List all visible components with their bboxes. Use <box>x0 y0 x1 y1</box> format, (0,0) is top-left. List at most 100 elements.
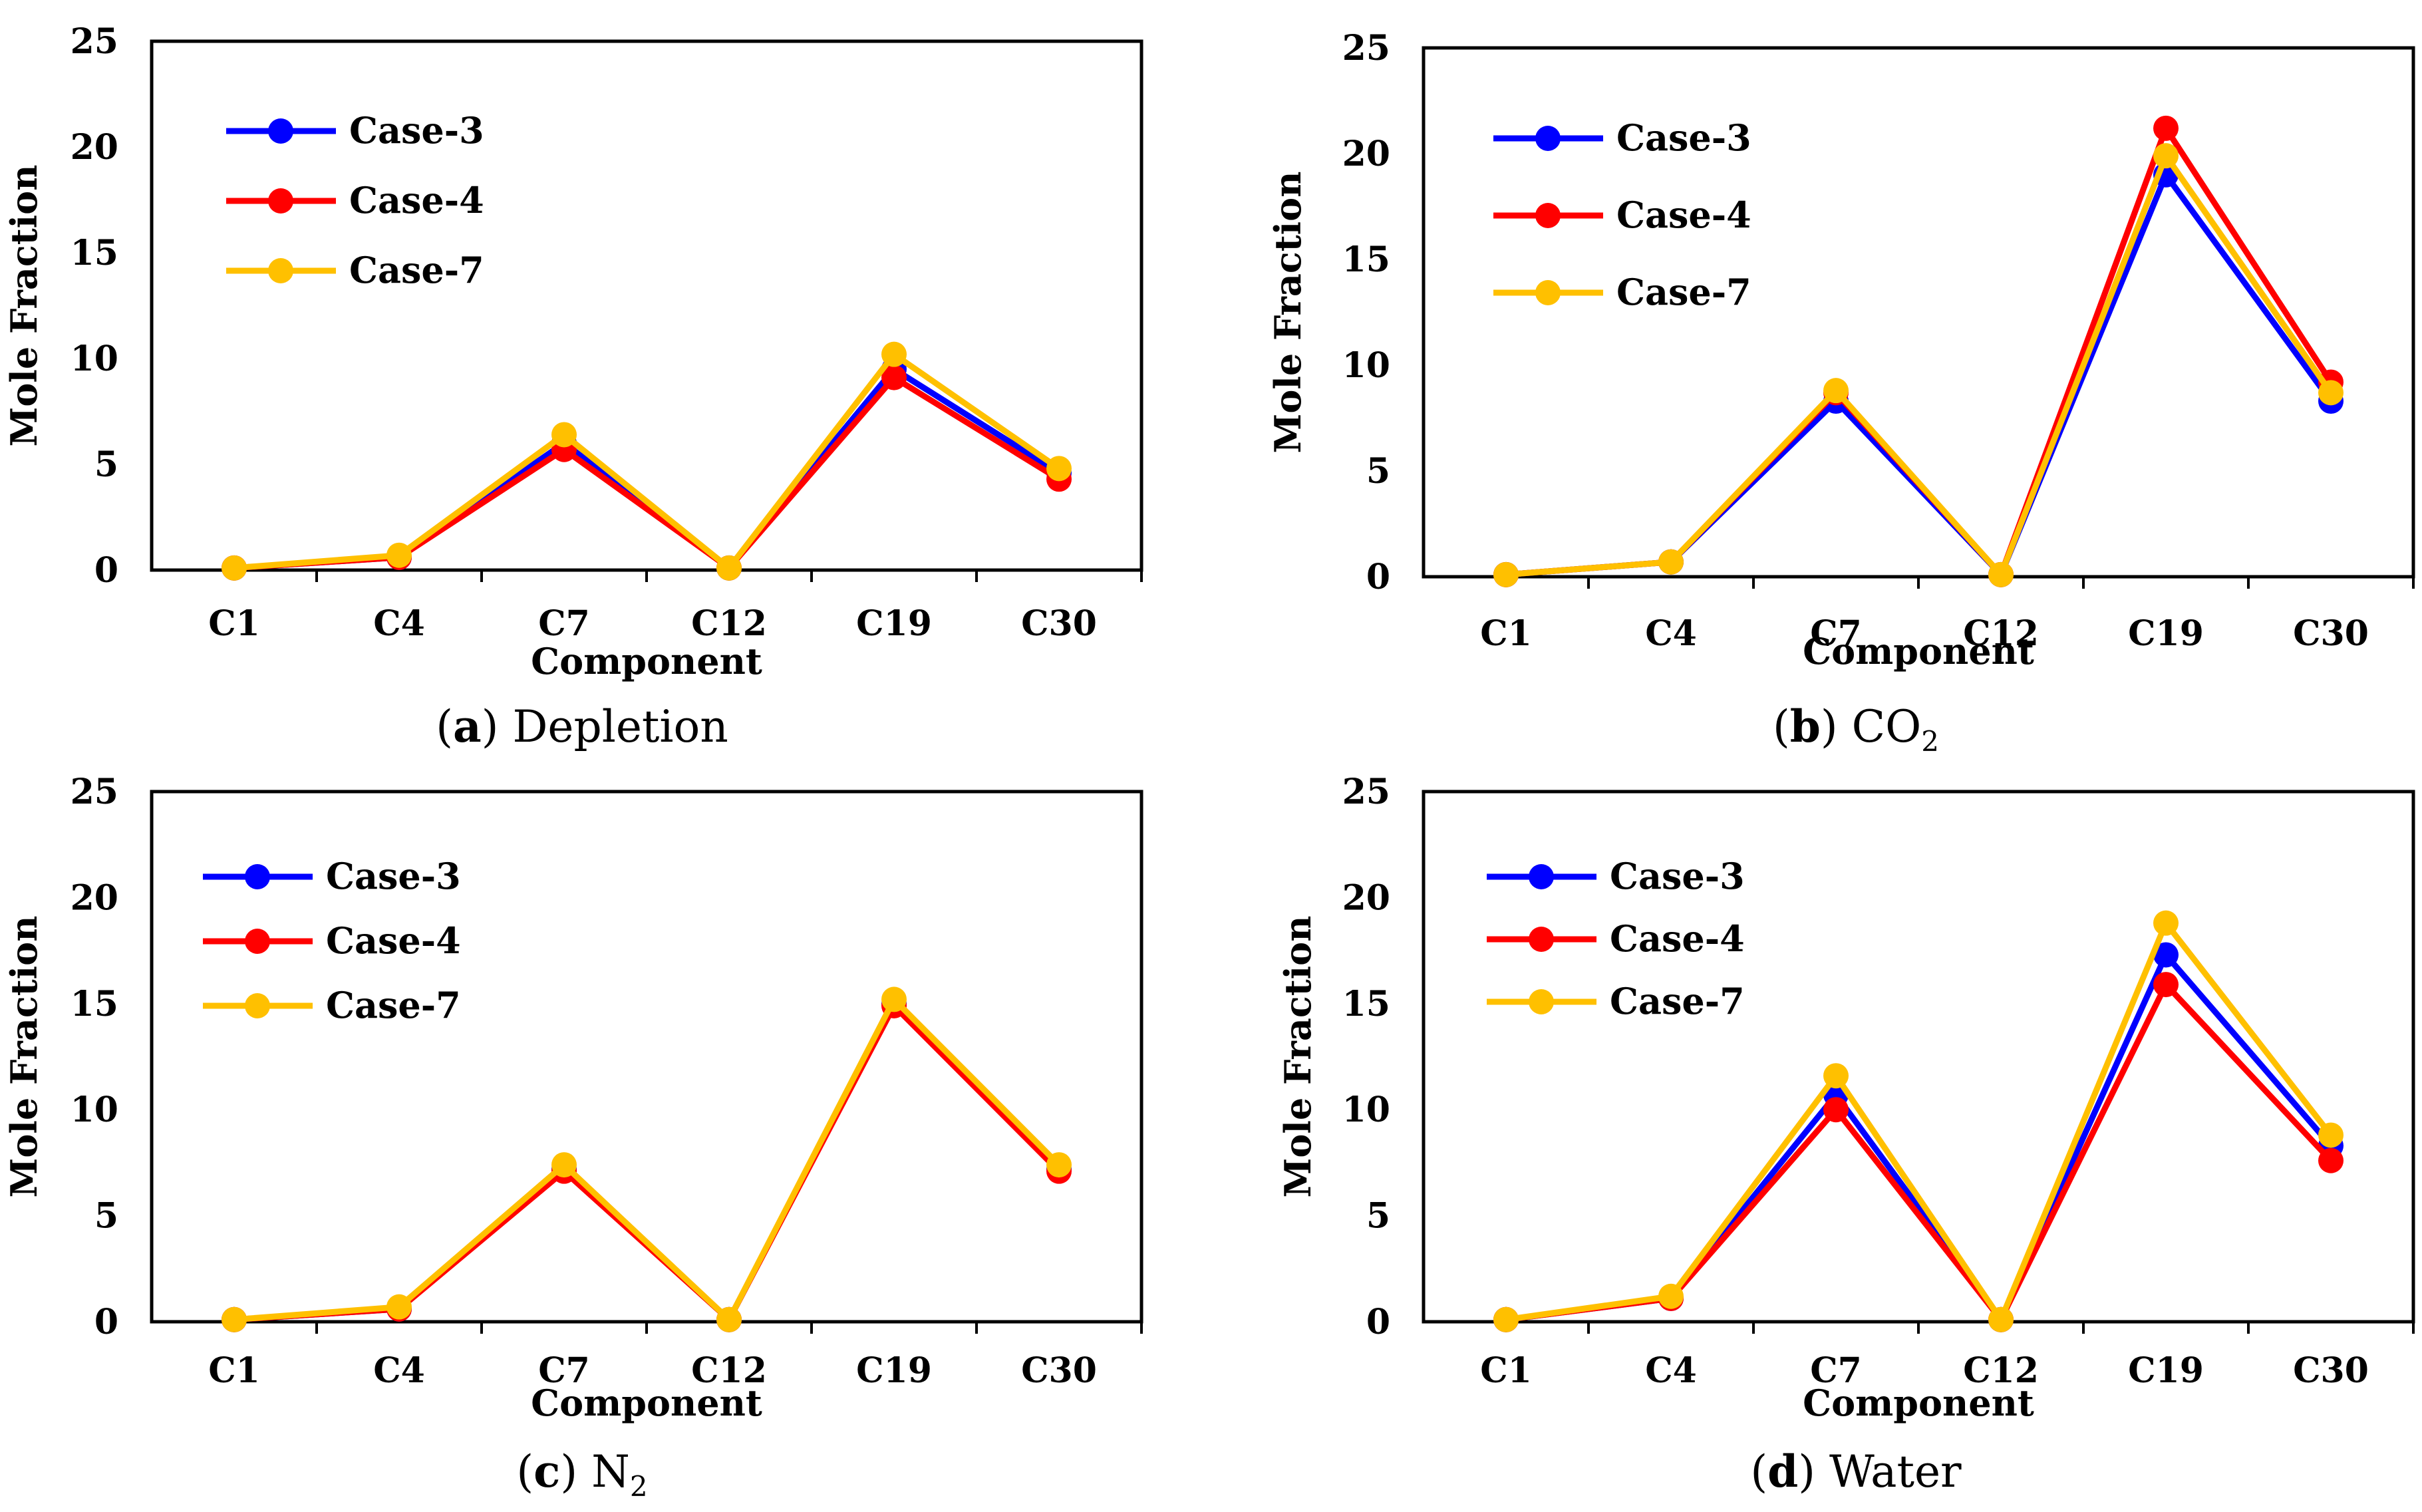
caption-paren-close: ) <box>1821 701 1852 752</box>
legend-label: Case-7 <box>349 249 484 291</box>
x-tick-label: C19 <box>2128 613 2204 654</box>
data-point-case-7 <box>716 1306 742 1332</box>
data-point-case-7 <box>2153 143 2179 169</box>
x-tick-label: C19 <box>856 603 932 644</box>
data-point-case-7 <box>2318 380 2344 406</box>
plot-frame <box>150 39 1143 572</box>
y-axis-title: Mole Fraction <box>1267 172 1309 454</box>
x-tick-label: C4 <box>1645 613 1697 654</box>
data-point-case-7 <box>881 986 907 1012</box>
legend-label: Case-7 <box>326 984 461 1026</box>
x-tick-label: C1 <box>1480 1350 1532 1391</box>
x-tick-label: C7 <box>538 1350 590 1391</box>
caption-letter: c <box>533 1445 560 1497</box>
plot-frame <box>150 790 1143 1324</box>
y-tick-label: 25 <box>1342 772 1390 812</box>
legend-marker <box>245 929 270 954</box>
chart-panel-d: 0 5 10 15 20 25 C1 C4 C7 C12 C19 C30 Component Mole F… <box>1277 772 2415 1497</box>
x-axis-title: Component <box>531 1382 762 1424</box>
panel-caption: (a) Depletion <box>436 700 728 752</box>
caption-paren-close: ) <box>1798 1446 1829 1497</box>
x-tick-label: C1 <box>1480 613 1532 654</box>
data-point-case-7 <box>551 422 577 448</box>
caption-text: Water <box>1829 1446 1962 1497</box>
legend-marker <box>1535 280 1561 305</box>
x-axis-title: Component <box>1803 1382 2034 1424</box>
legend-marker <box>268 258 293 283</box>
x-tick-label: C7 <box>538 603 590 644</box>
legend-marker <box>1529 927 1554 952</box>
data-point-case-4 <box>2153 972 2179 998</box>
legend-label: Case-4 <box>1610 917 1745 960</box>
x-tick-label: C12 <box>1963 1350 2039 1391</box>
data-point-case-7 <box>386 1294 412 1320</box>
x-axis-title: Component <box>1803 630 2034 673</box>
y-tick-label: 10 <box>71 1090 118 1130</box>
x-tick-label: C19 <box>2128 1350 2204 1391</box>
data-point-case-7 <box>881 341 907 367</box>
y-tick-label: 0 <box>94 550 118 591</box>
data-point-case-4 <box>881 365 907 390</box>
chart-panel-c: 0 5 10 15 20 25 C1 C4 C7 C12 C19 C30 Component Mole F… <box>3 772 1143 1503</box>
y-tick-label: 20 <box>1342 877 1390 918</box>
x-tick-label: C30 <box>1021 1350 1097 1391</box>
data-point-case-7 <box>1493 561 1519 587</box>
y-tick-label: 15 <box>71 984 118 1024</box>
caption-letter: b <box>1790 700 1821 752</box>
y-tick-label: 20 <box>1342 134 1390 174</box>
data-point-case-7 <box>551 1152 577 1178</box>
data-point-case-7 <box>222 555 247 581</box>
plot-frame <box>1422 790 2415 1324</box>
x-axis-title: Component <box>531 640 762 682</box>
x-tick-label: C30 <box>2293 1350 2369 1391</box>
legend-marker <box>1535 126 1561 151</box>
data-point-case-7 <box>1988 561 2014 587</box>
x-tick-label: C4 <box>373 1350 425 1391</box>
legend-marker <box>268 118 293 144</box>
x-tick-label: C12 <box>691 1350 767 1391</box>
y-tick-label: 10 <box>1342 345 1390 386</box>
panel-caption: (d) Water <box>1750 1445 1962 1497</box>
legend-label: Case-7 <box>1610 980 1745 1022</box>
y-tick-label: 5 <box>94 1196 118 1237</box>
caption-paren-open: ( <box>1773 701 1790 752</box>
data-point-case-7 <box>716 555 742 581</box>
legend-label: Case-4 <box>349 179 484 222</box>
x-tick-label: C12 <box>691 603 767 644</box>
chart-panel-b: 0 5 10 15 20 25 C1 C4 C7 C12 C19 C30 Component Mole F… <box>1267 28 2415 758</box>
y-tick-label: 10 <box>71 339 118 379</box>
x-tick-label: C12 <box>1963 613 2039 654</box>
legend-marker <box>268 188 293 214</box>
data-point-case-7 <box>1988 1306 2014 1332</box>
y-axis-title: Mole Fraction <box>3 916 45 1198</box>
y-tick-label: 20 <box>71 127 118 168</box>
chart-panel-a: 0 5 10 15 20 25 C1 C4 C7 C12 C19 C30 Component Mole F… <box>3 21 1143 752</box>
data-point-case-7 <box>1493 1306 1519 1332</box>
data-point-case-7 <box>1046 456 1072 482</box>
y-axis-title: Mole Fraction <box>3 165 45 447</box>
data-point-case-7 <box>2318 1122 2344 1148</box>
x-tick-label: C1 <box>208 603 260 644</box>
x-tick-label: C7 <box>1810 613 1862 654</box>
caption-subscript: 2 <box>630 1470 648 1503</box>
x-tick-label: C4 <box>1645 1350 1697 1391</box>
y-axis-title: Mole Fraction <box>1277 916 1319 1198</box>
x-tick-label: C4 <box>373 603 425 644</box>
legend-label: Case-3 <box>1616 116 1751 159</box>
data-point-case-7 <box>1658 1283 1684 1309</box>
y-tick-label: 0 <box>94 1302 118 1342</box>
data-point-case-7 <box>1046 1152 1072 1178</box>
legend-marker <box>1529 864 1554 889</box>
data-point-case-4 <box>2318 1147 2344 1173</box>
x-tick-label: C30 <box>1021 603 1097 644</box>
data-point-case-4 <box>1823 1097 1849 1123</box>
y-tick-label: 5 <box>1366 1196 1390 1237</box>
y-tick-label: 0 <box>1366 1302 1390 1342</box>
y-tick-label: 5 <box>94 444 118 485</box>
data-point-case-4 <box>2153 115 2179 141</box>
legend-marker <box>245 864 270 889</box>
data-point-case-7 <box>222 1306 247 1332</box>
data-point-case-3 <box>2153 942 2179 968</box>
y-tick-label: 15 <box>71 233 118 273</box>
series-line-case-7 <box>1505 152 2334 578</box>
